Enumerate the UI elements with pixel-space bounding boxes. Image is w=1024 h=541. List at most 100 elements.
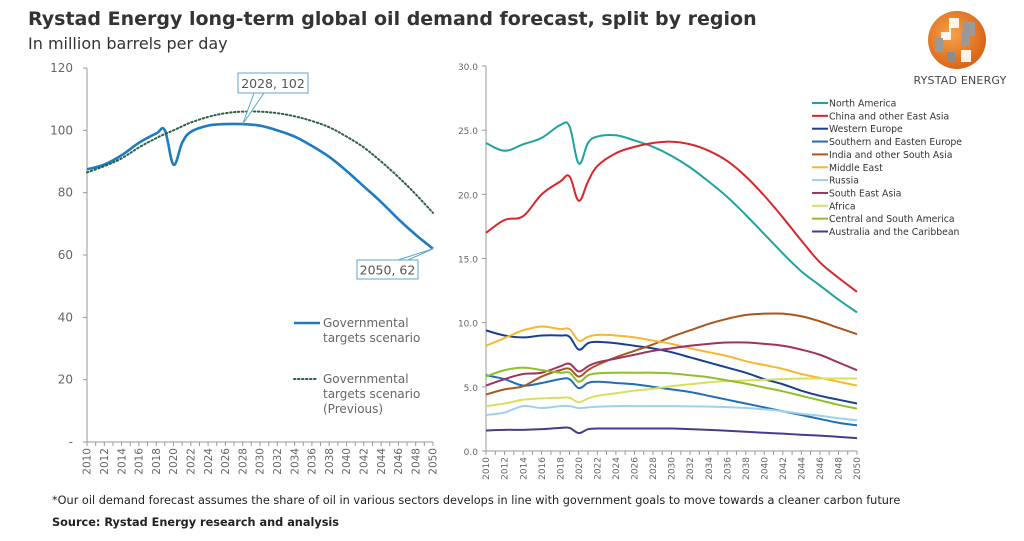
x-tick-label: 2016 bbox=[538, 457, 548, 480]
legend-label: Southern and Easten Europe bbox=[829, 137, 962, 148]
x-tick-label: 2018 bbox=[556, 457, 566, 480]
series-line-south-east-asia bbox=[485, 341, 858, 387]
x-tick-label: 2048 bbox=[835, 457, 845, 480]
x-tick-label: 2044 bbox=[376, 448, 388, 475]
annotation-pointer bbox=[242, 92, 265, 125]
x-tick-label: 2034 bbox=[705, 457, 715, 480]
x-tick-label: 2032 bbox=[686, 457, 696, 480]
x-tick-label: 2038 bbox=[742, 457, 752, 480]
legend-label: Governmental bbox=[323, 316, 409, 330]
x-tick-label: 2042 bbox=[779, 457, 789, 480]
x-tick-label: 2018 bbox=[151, 448, 163, 475]
legend-label: Governmental bbox=[323, 372, 409, 386]
legend-label: North America bbox=[829, 99, 896, 110]
series-line-russia bbox=[485, 404, 858, 422]
series-line-southern-and-easten-europe bbox=[485, 374, 858, 427]
annotation-box bbox=[356, 259, 419, 280]
legend-label: Africa bbox=[829, 201, 856, 212]
globe-logo-icon bbox=[928, 11, 986, 69]
legend-label: Australia and the Caribbean bbox=[829, 227, 960, 238]
y-tick-label: 10.0 bbox=[458, 320, 478, 330]
x-tick-label: 2040 bbox=[760, 457, 770, 480]
y-tick-label: 20 bbox=[58, 373, 73, 387]
x-tick-label: 2050 bbox=[428, 448, 440, 475]
series-line-australia-and-the-caribbean bbox=[485, 426, 858, 440]
logo-text: RYSTAD ENERGY bbox=[913, 74, 1007, 87]
series-line-china-and-other-east-asia bbox=[485, 140, 858, 293]
series-line-middle-east bbox=[485, 325, 858, 387]
x-tick-label: 2024 bbox=[612, 457, 622, 480]
x-tick-label: 2012 bbox=[501, 457, 511, 480]
y-tick-label: 25.0 bbox=[458, 127, 478, 137]
rystad-logo: RYSTAD ENERGY bbox=[905, 8, 1015, 90]
x-tick-label: 2020 bbox=[168, 448, 180, 475]
series-line-western-europe bbox=[485, 329, 858, 405]
right-chart-regional-demand: 0.0 5.0 10.0 15.0 20.0 25.0 30.0 2010 2012 2014 20… bbox=[458, 63, 962, 480]
x-tick-label: 2010 bbox=[82, 448, 94, 475]
series-line-governmental-targets-scenario bbox=[86, 122, 434, 250]
x-tick-label: 2036 bbox=[723, 457, 733, 480]
x-tick-label: 2032 bbox=[272, 448, 284, 475]
legend-label: targets scenario bbox=[323, 331, 420, 345]
y-tick-label: 30.0 bbox=[458, 63, 478, 73]
legend-label: (Previous) bbox=[323, 402, 383, 416]
legend-label: Middle East bbox=[829, 163, 883, 174]
chart-title: Rystad Energy long-term global oil deman… bbox=[28, 8, 757, 30]
legend-label: targets scenario bbox=[323, 387, 420, 401]
x-tick-label: 2044 bbox=[798, 457, 808, 480]
x-tick-label: 2012 bbox=[99, 448, 111, 475]
x-tick-label: 2020 bbox=[575, 457, 585, 480]
x-tick-label: 2014 bbox=[519, 457, 529, 480]
y-tick-label: 80 bbox=[58, 186, 73, 200]
x-tick-label: 2026 bbox=[631, 457, 641, 480]
legend-label: Russia bbox=[829, 176, 859, 187]
y-tick-label: - bbox=[69, 435, 73, 449]
y-tick-label: 40 bbox=[58, 310, 73, 324]
x-tick-label: 2028 bbox=[649, 457, 659, 480]
y-tick-label: 60 bbox=[58, 248, 73, 262]
y-tick-label: 120 bbox=[50, 61, 73, 75]
legend-label: China and other East Asia bbox=[829, 111, 949, 122]
x-tick-label: 2010 bbox=[482, 457, 492, 480]
series-line-north-america bbox=[485, 121, 858, 314]
y-tick-label: 20.0 bbox=[458, 191, 478, 201]
source-note: Source: Rystad Energy research and analy… bbox=[52, 516, 340, 529]
series-line-africa bbox=[485, 377, 857, 408]
x-tick-label: 2050 bbox=[853, 457, 863, 480]
x-tick-label: 2024 bbox=[203, 448, 215, 475]
x-tick-label: 2016 bbox=[134, 448, 146, 475]
annotation-label: 2050, 62 bbox=[360, 263, 416, 278]
legend-label: South East Asia bbox=[829, 188, 901, 199]
x-tick-label: 2030 bbox=[668, 457, 678, 480]
y-tick-label: 5.0 bbox=[464, 384, 479, 394]
x-tick-label: 2034 bbox=[289, 448, 301, 475]
x-tick-label: 2026 bbox=[220, 448, 232, 475]
y-tick-label: 15.0 bbox=[458, 256, 478, 266]
annotation-box bbox=[237, 72, 309, 94]
legend-label: Central and South America bbox=[829, 214, 955, 225]
x-tick-label: 2036 bbox=[307, 448, 319, 475]
annotation-label: 2028, 102 bbox=[241, 76, 305, 91]
x-tick-label: 2030 bbox=[255, 448, 267, 475]
x-tick-label: 2014 bbox=[116, 448, 128, 475]
x-tick-label: 2022 bbox=[185, 448, 197, 475]
y-tick-label: 100 bbox=[50, 123, 73, 137]
x-tick-label: 2046 bbox=[393, 448, 405, 475]
legend-label: Western Europe bbox=[829, 124, 903, 135]
x-tick-label: 2022 bbox=[593, 457, 603, 480]
chart-subtitle: In million barrels per day bbox=[28, 34, 228, 53]
series-line-central-and-south-america bbox=[485, 366, 858, 410]
x-tick-label: 2046 bbox=[816, 457, 826, 480]
x-tick-label: 2048 bbox=[410, 448, 422, 475]
legend-label: India and other South Asia bbox=[829, 150, 952, 161]
x-tick-label: 2028 bbox=[237, 448, 249, 475]
x-tick-label: 2042 bbox=[358, 448, 370, 475]
footnote: *Our oil demand forecast assumes the sha… bbox=[52, 494, 901, 507]
series-line-governmental-targets-scenario-previous- bbox=[86, 110, 434, 214]
x-tick-label: 2040 bbox=[341, 448, 353, 475]
annotation-pointer bbox=[397, 248, 434, 261]
y-tick-label: 0.0 bbox=[464, 448, 479, 458]
x-tick-label: 2038 bbox=[324, 448, 336, 475]
